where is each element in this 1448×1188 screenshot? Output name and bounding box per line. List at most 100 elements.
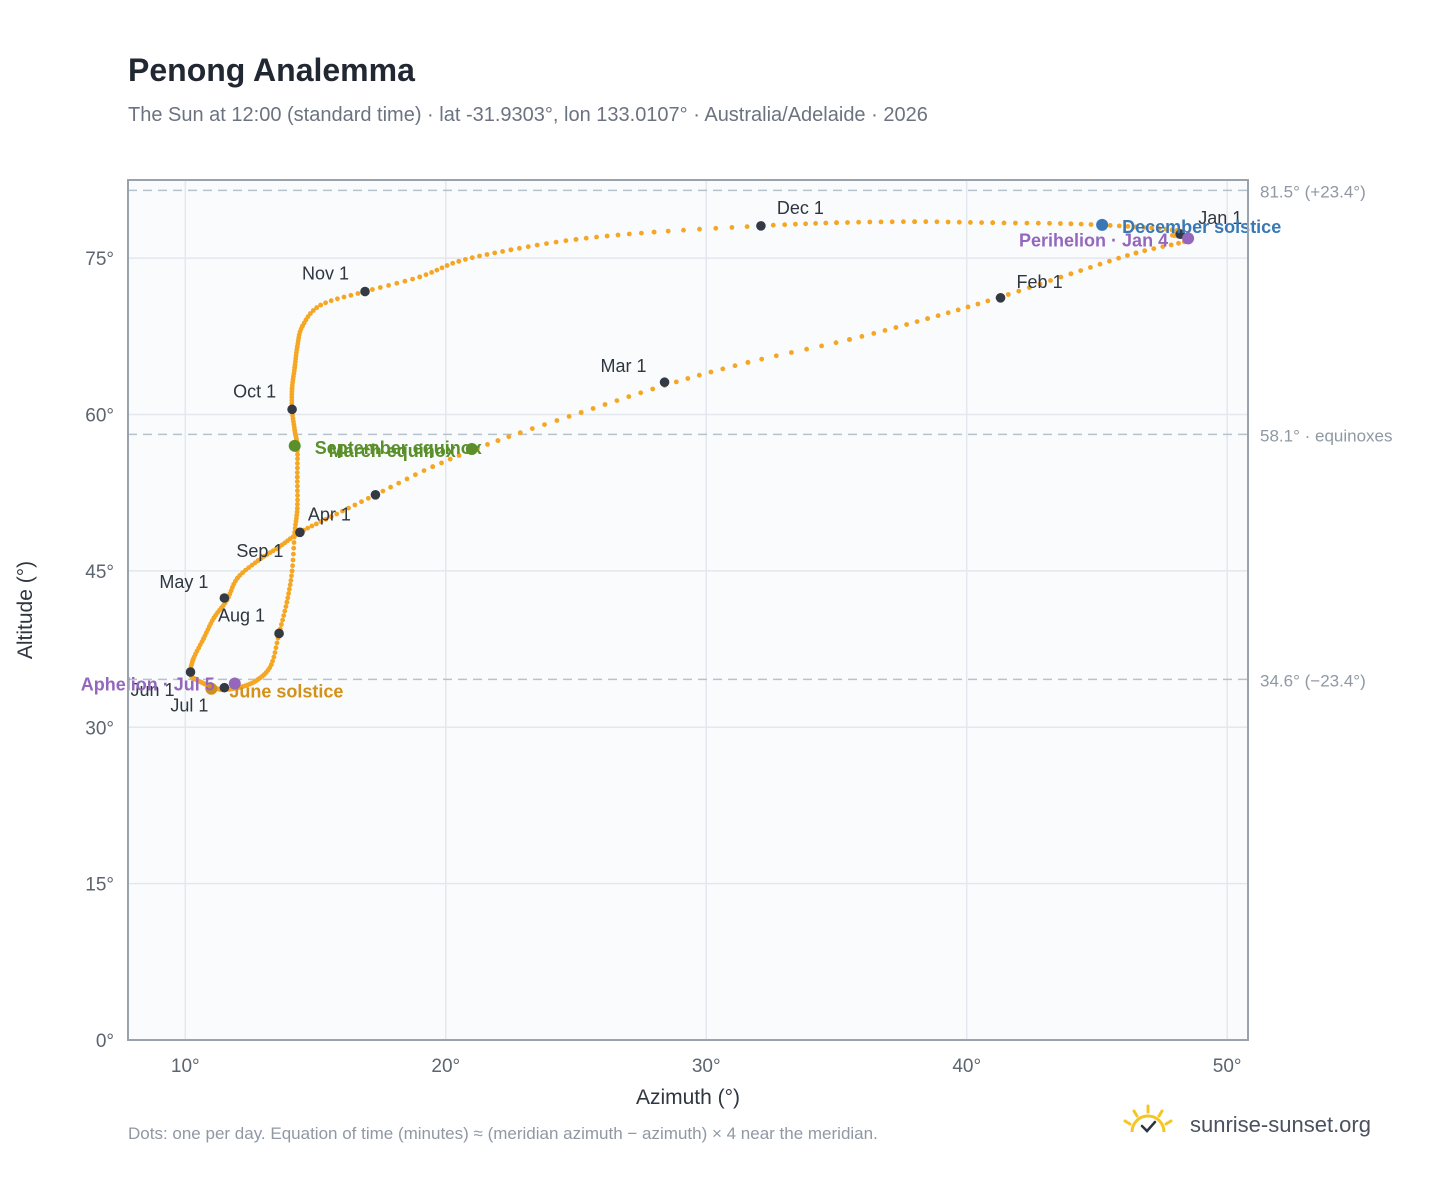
day-dot — [819, 343, 824, 349]
day-dot — [935, 313, 941, 319]
axis-ticks: 10° 20° 30° 40° 50° 0° 15° 30° 45° 60° 75° — [85, 249, 1241, 1077]
day-dot — [945, 219, 951, 225]
day-dot — [845, 220, 850, 225]
day-dot — [359, 499, 364, 505]
day-dot — [1116, 255, 1121, 261]
day-dot — [295, 461, 300, 466]
day-dot — [463, 257, 468, 262]
day-dot — [517, 430, 523, 436]
month-label: May 1 — [159, 572, 208, 592]
day-dot — [554, 418, 560, 423]
month-marker — [995, 292, 1006, 303]
day-dot — [673, 379, 679, 385]
day-dot — [638, 390, 644, 396]
day-dot — [542, 422, 547, 427]
day-dot — [430, 464, 436, 470]
day-dot — [279, 622, 284, 627]
y-axis-label: Altitude (°) — [14, 561, 37, 659]
event-marker — [205, 682, 218, 695]
day-dot — [651, 229, 657, 235]
day-dot — [789, 350, 794, 355]
day-dot — [1047, 220, 1052, 226]
month-label: Sep 1 — [236, 541, 283, 561]
day-dot — [295, 452, 300, 457]
day-dot — [563, 238, 569, 244]
day-dot — [979, 220, 984, 226]
day-dot — [614, 398, 620, 403]
day-dot — [729, 225, 735, 230]
day-dot — [439, 460, 444, 466]
day-dot — [867, 219, 873, 225]
month-label: Apr 1 — [308, 504, 351, 524]
day-dot — [626, 394, 632, 399]
day-dot — [968, 220, 973, 225]
month-marker — [274, 628, 284, 639]
day-dot — [965, 304, 971, 310]
day-dot — [282, 608, 288, 614]
day-dot — [290, 563, 295, 569]
day-dot — [506, 434, 512, 440]
month-label: Jun 1 — [130, 680, 174, 700]
day-dot — [1068, 271, 1074, 277]
day-dot — [492, 250, 498, 256]
footnote: Dots: one per day. Equation of time (min… — [128, 1124, 878, 1143]
day-dot — [291, 545, 297, 551]
day-dot — [833, 340, 839, 346]
day-dot — [309, 523, 315, 529]
day-dot — [318, 302, 324, 308]
day-dot — [271, 654, 277, 660]
day-dot — [650, 386, 656, 392]
day-dot — [720, 366, 726, 372]
day-dot — [429, 270, 434, 275]
day-dot — [583, 235, 589, 241]
day-dot — [288, 578, 294, 583]
day-dot — [291, 534, 297, 540]
day-dot — [956, 219, 962, 225]
day-dot — [1107, 223, 1113, 228]
day-dot — [413, 472, 418, 478]
day-dot — [904, 322, 909, 327]
event-marker — [1096, 218, 1109, 231]
day-dot — [732, 363, 738, 369]
day-dot — [294, 509, 300, 515]
day-dot — [485, 442, 490, 447]
day-dot — [348, 292, 354, 298]
y-tick-label: 0° — [96, 1031, 114, 1052]
day-dot — [291, 540, 297, 545]
plot-frame — [127, 179, 1249, 1041]
day-dot — [394, 280, 400, 286]
day-dot — [295, 483, 300, 489]
day-dot — [396, 480, 402, 486]
day-dot — [469, 255, 475, 261]
month-marker — [185, 667, 196, 677]
day-dot — [1149, 225, 1155, 231]
day-dot — [1005, 292, 1011, 297]
day-dot — [1058, 274, 1064, 280]
day-dot — [280, 617, 285, 623]
day-dot — [578, 410, 584, 415]
day-dot — [573, 237, 579, 242]
day-dot — [323, 300, 328, 306]
event-label: March equinox — [329, 441, 456, 461]
day-dot — [1001, 220, 1007, 226]
day-dot — [745, 360, 751, 365]
day-dot — [823, 220, 829, 226]
month-label: Feb 1 — [1017, 272, 1063, 292]
day-dot — [602, 402, 608, 407]
day-dot — [793, 221, 798, 227]
brand-logo[interactable]: sunrise-sunset.org — [1120, 1102, 1400, 1146]
day-dot — [314, 305, 320, 311]
day-dot — [1037, 281, 1043, 287]
day-dot — [847, 337, 852, 342]
day-dot — [893, 325, 899, 330]
day-dot — [484, 252, 490, 257]
day-dot — [273, 645, 279, 651]
day-dot — [1035, 220, 1041, 226]
event-label: September equinox — [315, 438, 482, 458]
day-dot — [380, 488, 386, 494]
day-dot — [386, 283, 391, 288]
reference-lines: 81.5° (+23.4°) 58.1° · equinoxes 34.6° (−2… — [128, 182, 1393, 690]
day-dot — [1088, 265, 1093, 270]
day-dot — [294, 479, 300, 484]
day-dot — [287, 586, 292, 592]
